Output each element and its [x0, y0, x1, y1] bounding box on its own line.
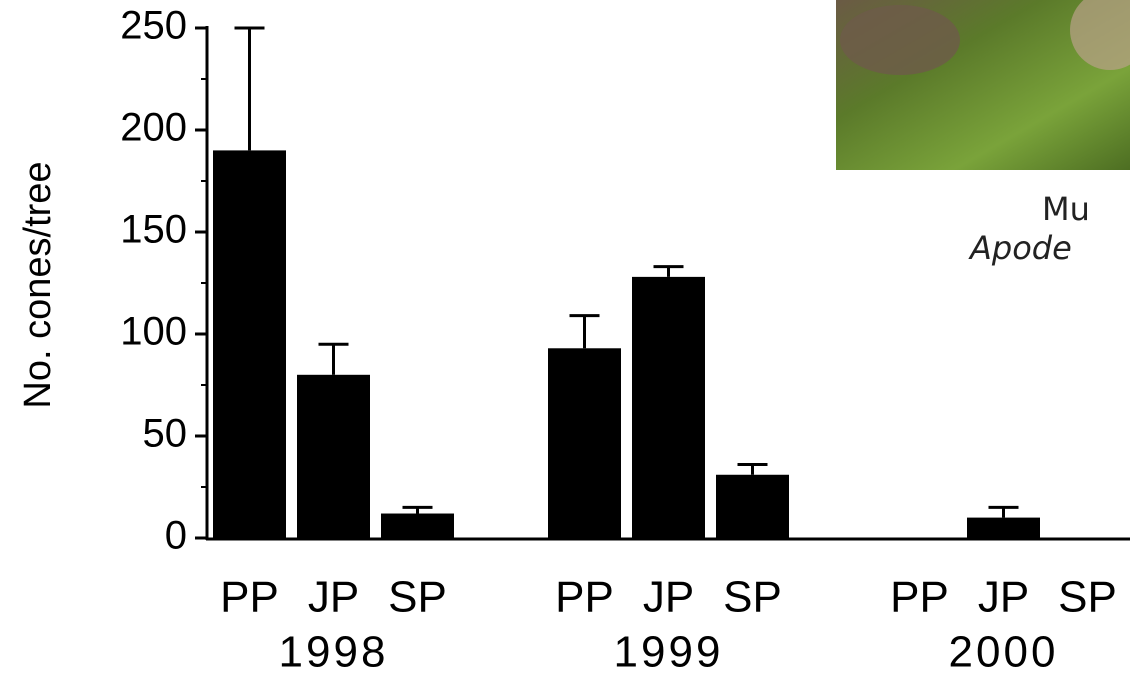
y-tick-label: 200: [120, 106, 187, 150]
bar: [548, 348, 621, 538]
x-tick-label: SP: [1058, 573, 1117, 622]
x-tick-label: PP: [890, 573, 949, 622]
photo-animal: [1070, 0, 1130, 70]
x-tick-label: PP: [555, 573, 614, 622]
x-tick-label: SP: [723, 573, 782, 622]
bar: [967, 517, 1040, 538]
photo-rock: [840, 5, 960, 75]
x-tick-label: SP: [388, 573, 447, 622]
y-tick-label: 0: [165, 514, 187, 558]
bar: [381, 513, 454, 538]
group-label: 1999: [614, 628, 724, 677]
bar: [632, 276, 705, 538]
bar: [213, 150, 286, 538]
x-tick-label: PP: [220, 573, 279, 622]
y-tick-label: 250: [120, 4, 187, 48]
annotation: Mu: [1042, 190, 1090, 228]
bar: [716, 474, 789, 538]
y-axis-label: No. cones/tree: [17, 161, 59, 408]
group-label: 1998: [279, 628, 389, 677]
x-tick-label: JP: [308, 573, 359, 622]
y-tick-label: 50: [143, 412, 188, 456]
group-label: 2000: [949, 628, 1059, 677]
x-tick-label: JP: [978, 573, 1029, 622]
y-tick-label: 100: [120, 310, 187, 354]
x-tick-label: JP: [643, 573, 694, 622]
bar: [297, 374, 370, 538]
y-tick-label: 150: [120, 208, 187, 252]
annotation: Apode: [968, 229, 1072, 267]
